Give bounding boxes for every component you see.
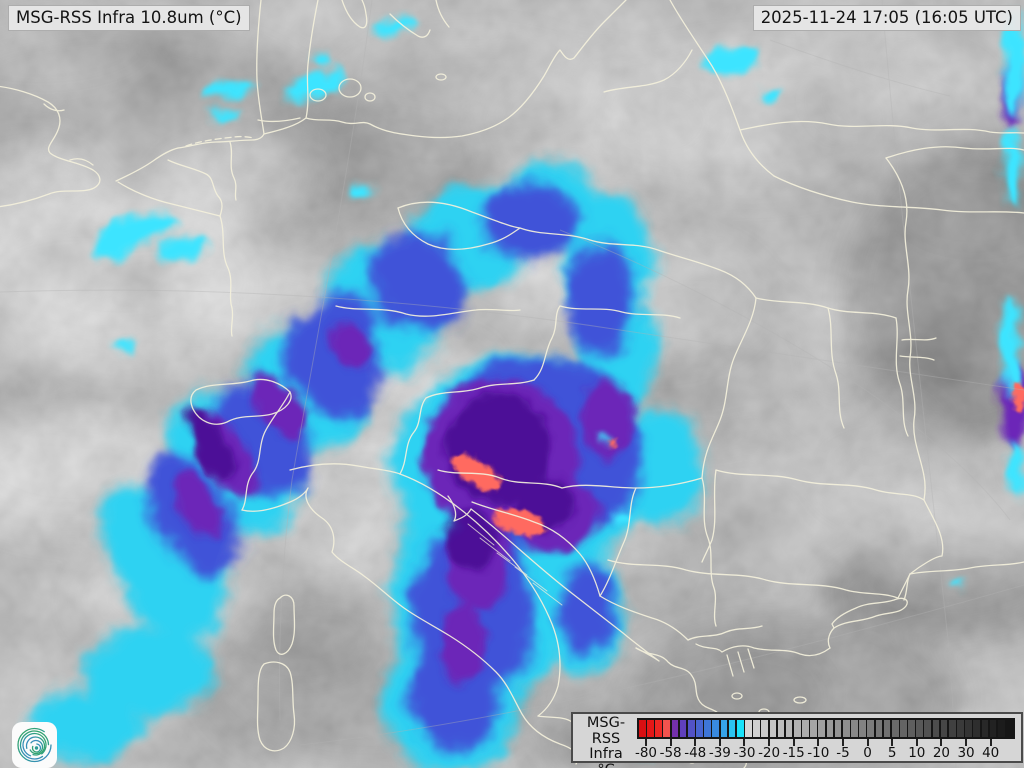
legend-color-segment xyxy=(802,720,809,737)
legend-title: MSG-RSS Infra °C xyxy=(575,715,637,768)
coldest-cloud-red-spots xyxy=(453,381,1024,537)
legend-color-segment xyxy=(965,720,972,737)
legend-color-segment xyxy=(663,720,671,737)
legend-tick-label: -15 xyxy=(782,745,805,761)
legend-color-segment xyxy=(687,720,695,737)
legend-tick-mark xyxy=(915,739,918,746)
legend-color-segment xyxy=(851,720,858,737)
legend-color-segment xyxy=(679,720,687,737)
weather-service-spiral-logo xyxy=(12,722,57,768)
legend-color-segment xyxy=(818,720,826,737)
legend-tick-label: -48 xyxy=(684,745,707,761)
legend-tick-mark xyxy=(792,739,795,746)
legend-tick-mark xyxy=(940,739,943,746)
legend-color-segment xyxy=(793,720,801,737)
legend-color-segment xyxy=(745,720,752,737)
legend-tick-label: 10 xyxy=(908,745,926,761)
legend-panel: MSG-RSS Infra °C -80-58-48-39-30-20-15-1… xyxy=(571,712,1023,768)
legend-color-segment xyxy=(810,720,817,737)
product-label: MSG-RSS Infra 10.8um (°C) xyxy=(8,5,250,31)
legend-color-segment xyxy=(728,720,736,737)
legend-color-segment xyxy=(900,720,907,737)
legend-tick-mark xyxy=(768,739,771,746)
product-label-text: MSG-RSS Infra 10.8um (°C) xyxy=(16,8,242,27)
legend-color-segment xyxy=(908,720,915,737)
legend-tick-label: 20 xyxy=(932,745,951,761)
legend-color-segment xyxy=(875,720,883,737)
legend-color-segment xyxy=(769,720,777,737)
legend-color-segment xyxy=(736,720,744,737)
legend-color-segment xyxy=(924,720,932,737)
legend-color-segment xyxy=(842,720,850,737)
legend-color-segment xyxy=(720,720,728,737)
legend-tick-mark xyxy=(841,739,844,746)
legend-tick-mark xyxy=(817,739,820,746)
legend-color-segment xyxy=(753,720,760,737)
legend-color-segment xyxy=(916,720,923,737)
legend-tick-label: -5 xyxy=(836,745,850,761)
spiral-icon xyxy=(17,727,52,763)
legend-color-segment xyxy=(761,720,768,737)
legend-color-segment xyxy=(932,720,940,737)
legend-tick-mark xyxy=(891,739,894,746)
legend-colorbar xyxy=(637,718,1015,739)
legend-color-segment xyxy=(883,720,891,737)
legend-color-segment xyxy=(1006,720,1013,737)
legend-color-segment xyxy=(777,720,785,737)
legend-color-segment xyxy=(785,720,793,737)
legend-color-segment xyxy=(671,720,679,737)
legend-tick-label: 5 xyxy=(887,745,897,761)
legend-color-segment xyxy=(867,720,875,737)
legend-color-segment xyxy=(712,720,720,737)
legend-color-segment xyxy=(891,720,899,737)
legend-tick-mark xyxy=(694,739,697,746)
legend-tick-mark xyxy=(718,739,721,746)
legend-color-segment xyxy=(647,720,654,737)
legend-color-segment xyxy=(981,720,989,737)
legend-color-segment xyxy=(940,720,948,737)
legend-tick-label: -39 xyxy=(708,745,731,761)
timestamp-label: 2025-11-24 17:05 (16:05 UTC) xyxy=(752,5,1021,31)
legend-color-segment xyxy=(655,720,662,737)
legend-color-segment xyxy=(696,720,703,737)
legend-color-segment xyxy=(859,720,866,737)
legend-tick-mark xyxy=(965,739,968,746)
legend-tick-label: 30 xyxy=(957,745,975,761)
timestamp-text: 2025-11-24 17:05 (16:05 UTC) xyxy=(760,8,1013,27)
legend-tick-label: -20 xyxy=(758,745,781,761)
legend-color-segment xyxy=(989,720,997,737)
legend-tick-mark xyxy=(645,739,647,746)
legend-tick-label: -30 xyxy=(733,745,756,761)
legend-tick-label: -80 xyxy=(634,745,658,761)
legend-tick-mark xyxy=(989,739,992,746)
legend-color-segment xyxy=(948,720,956,737)
legend-color-segment xyxy=(826,720,834,737)
legend-title-line1: MSG-RSS xyxy=(586,715,626,747)
legend-color-segment xyxy=(997,720,1005,737)
legend-tick-mark xyxy=(669,739,672,746)
legend-color-segment xyxy=(834,720,842,737)
legend-tick-mark xyxy=(743,739,746,746)
legend-tick-label: -58 xyxy=(659,745,682,761)
legend-tick-scale: -80 -58 -48 -39 -30 -20 -15 -10 -5 0 5 10 20 30 40 xyxy=(634,739,1015,761)
legend-tick-label: 0 xyxy=(863,745,872,761)
legend-title-line2: Infra xyxy=(589,746,623,762)
legend-unit: °C xyxy=(575,762,637,768)
legend-color-segment xyxy=(704,720,711,737)
legend-tick-label: 40 xyxy=(982,745,1000,761)
legend-tick-label: -10 xyxy=(807,745,830,761)
legend-color-segment xyxy=(973,720,981,737)
legend-color-segment xyxy=(639,720,646,737)
legend-color-segment xyxy=(957,720,964,737)
legend-tick-mark xyxy=(866,739,869,746)
